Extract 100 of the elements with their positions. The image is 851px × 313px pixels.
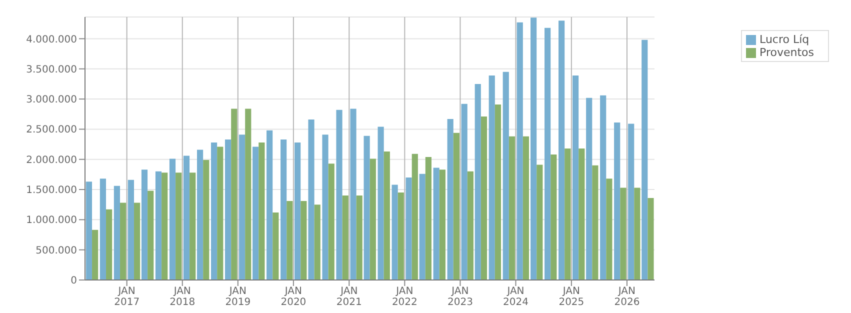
bar xyxy=(183,156,190,280)
bar xyxy=(530,18,537,280)
bar xyxy=(245,108,252,280)
bar xyxy=(480,116,488,280)
bar xyxy=(258,142,265,280)
bar xyxy=(308,120,314,280)
bar xyxy=(128,180,134,280)
x-tick-label: JAN 2018 xyxy=(170,286,196,308)
x-tick-label: JAN 2025 xyxy=(558,286,584,308)
bar xyxy=(314,204,320,280)
bar xyxy=(272,212,279,280)
bar xyxy=(425,156,432,280)
bar xyxy=(336,110,342,280)
bar xyxy=(447,118,454,280)
bar xyxy=(328,164,334,280)
bar xyxy=(648,198,654,280)
bar xyxy=(106,209,112,280)
bar xyxy=(419,174,426,280)
bar xyxy=(494,104,502,280)
bar xyxy=(238,134,246,280)
bar xyxy=(224,139,232,280)
y-tick-label: 2.000.000 xyxy=(26,154,77,166)
bar xyxy=(356,196,362,280)
bar xyxy=(148,190,154,280)
x-tick-label: JAN 2023 xyxy=(447,286,473,308)
bar xyxy=(196,150,204,280)
x-tick-label: JAN 2020 xyxy=(280,286,306,308)
x-tick-label: JAN 2022 xyxy=(392,286,418,308)
bar xyxy=(508,136,516,280)
bar xyxy=(502,72,509,280)
y-tick-label: 4.000.000 xyxy=(26,34,77,46)
y-tick-label: 1.000.000 xyxy=(26,215,77,226)
bar xyxy=(350,108,356,280)
bar xyxy=(169,158,176,280)
bar xyxy=(406,177,412,280)
bar xyxy=(586,98,592,280)
bar xyxy=(155,171,162,280)
bar xyxy=(536,164,543,280)
bar xyxy=(634,188,640,280)
bar xyxy=(550,154,557,280)
y-tick-label: 3.500.000 xyxy=(26,64,77,76)
bar xyxy=(474,84,481,280)
y-tick-label: 1.500.000 xyxy=(26,185,77,196)
bar xyxy=(286,200,293,280)
x-tick-label: JAN 2021 xyxy=(336,286,362,308)
bar xyxy=(592,165,598,280)
bar xyxy=(628,124,634,280)
bar xyxy=(231,108,238,280)
bar xyxy=(190,172,196,280)
bar xyxy=(522,136,530,280)
bar xyxy=(100,178,106,280)
x-tick-label: JAN 2026 xyxy=(614,286,640,308)
bar xyxy=(578,148,585,280)
bar xyxy=(294,142,301,280)
bar xyxy=(280,139,287,280)
bar xyxy=(558,20,565,280)
bar xyxy=(606,178,612,280)
bar xyxy=(266,130,273,280)
bar xyxy=(364,136,370,280)
y-tick-label: 0 xyxy=(70,276,77,287)
legend-label: Proventos xyxy=(760,46,814,59)
bar xyxy=(516,22,523,280)
bar xyxy=(370,158,376,280)
bar xyxy=(488,76,495,280)
bar xyxy=(544,28,551,280)
x-tick-label: JAN 2024 xyxy=(503,286,528,308)
bar xyxy=(392,184,398,280)
bar xyxy=(342,196,348,280)
bar xyxy=(217,146,224,280)
bar xyxy=(439,170,446,280)
bar xyxy=(564,148,571,280)
bar xyxy=(176,172,182,280)
bar xyxy=(92,230,98,280)
y-tick-label: 2.500.000 xyxy=(26,124,77,136)
bar xyxy=(433,168,440,280)
bar xyxy=(114,186,120,280)
bar xyxy=(203,160,210,280)
bar xyxy=(141,170,148,280)
bar xyxy=(210,142,218,280)
bar xyxy=(86,182,92,280)
bar xyxy=(252,146,259,280)
bar xyxy=(572,76,579,280)
x-tick-label: JAN 2017 xyxy=(114,286,140,308)
bar xyxy=(412,154,418,280)
bar xyxy=(300,200,307,280)
bar xyxy=(162,172,168,280)
bar xyxy=(461,104,468,280)
y-tick-label: 500.000 xyxy=(36,245,77,256)
legend-label: Lucro Líq xyxy=(760,33,810,46)
bar xyxy=(453,132,460,280)
bar xyxy=(600,95,606,280)
bar xyxy=(120,202,126,280)
bar xyxy=(620,188,626,280)
x-tick-label: JAN 2019 xyxy=(225,286,251,308)
bar xyxy=(614,122,620,280)
bar xyxy=(467,171,474,280)
y-tick-label: 3.000.000 xyxy=(26,94,77,106)
bar xyxy=(384,152,390,280)
bar xyxy=(322,134,328,280)
bar xyxy=(134,202,140,280)
